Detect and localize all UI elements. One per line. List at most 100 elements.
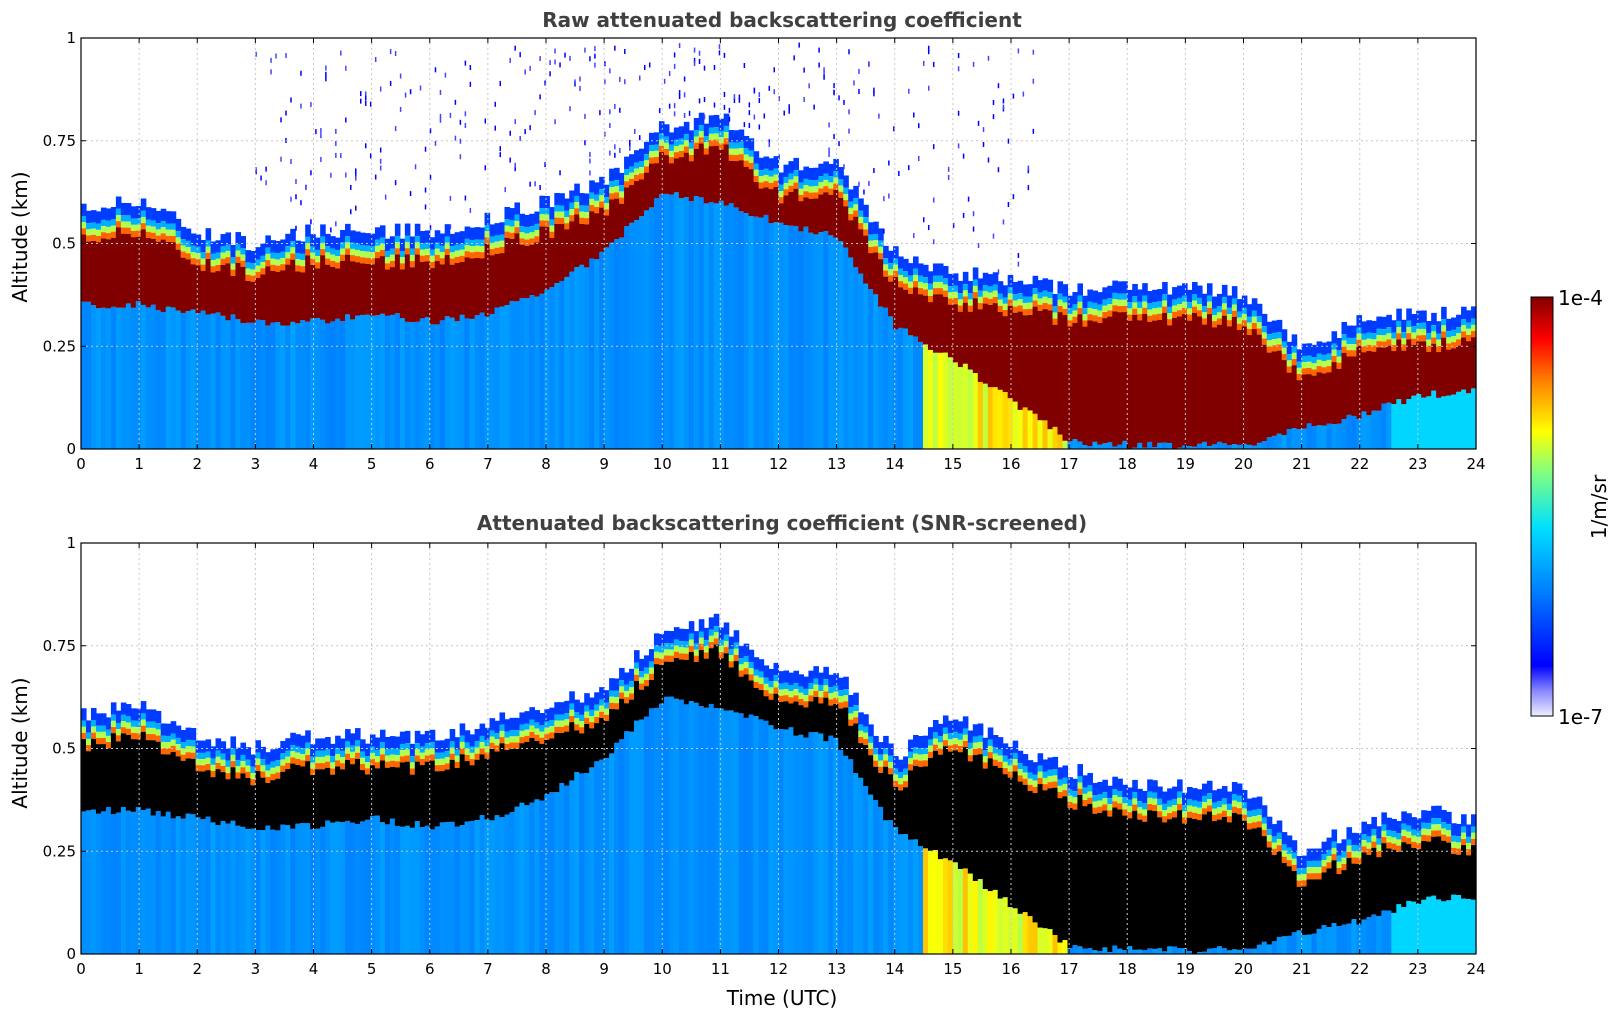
layer-band <box>240 260 247 267</box>
layer-band <box>698 619 705 632</box>
layer-band <box>290 732 296 746</box>
layer-band <box>414 223 421 237</box>
noise-speck <box>494 101 497 107</box>
aerosol-column <box>778 729 785 954</box>
layer-band <box>688 621 695 634</box>
layer-core <box>419 765 426 828</box>
layer-band <box>1142 307 1148 314</box>
layer-band <box>1007 746 1014 760</box>
layer-band <box>1197 285 1203 298</box>
layer-band <box>285 738 291 751</box>
aerosol-column <box>927 349 934 449</box>
layer-band <box>1142 815 1148 822</box>
aerosol-column <box>160 311 167 449</box>
layer-band <box>1152 302 1158 309</box>
layer-band <box>539 208 545 215</box>
noise-speck <box>768 139 771 145</box>
layer-band <box>1216 312 1223 319</box>
layer-band <box>1276 344 1283 351</box>
layer-band <box>355 249 361 257</box>
layer-band <box>165 742 172 749</box>
aerosol-column <box>634 720 640 954</box>
noise-speck <box>619 76 621 82</box>
layer-band <box>913 256 919 269</box>
layer-band <box>768 681 775 688</box>
layer-band <box>848 207 854 215</box>
layer-band <box>1336 855 1343 862</box>
aerosol-column <box>315 828 321 954</box>
noise-speck <box>858 89 860 95</box>
aerosol-column <box>285 325 291 449</box>
aerosol-column <box>449 821 456 954</box>
noise-speck <box>853 80 855 86</box>
layer-core <box>1446 349 1452 396</box>
layer-band <box>1152 289 1158 303</box>
x-tick-label: 23 <box>1408 455 1427 473</box>
layer-core <box>335 268 341 319</box>
layer-band <box>389 736 396 749</box>
layer-core <box>683 152 690 198</box>
layer-band <box>1356 845 1363 852</box>
layer-band <box>235 772 242 779</box>
layer-core <box>723 144 730 206</box>
layer-band <box>1366 332 1372 339</box>
layer-band <box>1221 309 1228 316</box>
aerosol-column <box>1187 951 1193 954</box>
layer-band <box>399 731 406 745</box>
layer-core <box>514 748 521 807</box>
aerosol-column <box>1092 441 1098 449</box>
layer-band <box>524 723 530 730</box>
noise-speck <box>619 147 621 153</box>
aerosol-column <box>1087 446 1093 449</box>
x-tick-label: 0 <box>76 455 86 473</box>
layer-band <box>1461 814 1467 827</box>
layer-band <box>509 226 516 233</box>
layer-band <box>619 185 625 192</box>
layer-band <box>81 708 87 721</box>
aerosol-column <box>1261 441 1268 449</box>
layer-band <box>803 191 809 198</box>
aerosol-column <box>275 322 281 449</box>
layer-band <box>788 684 795 692</box>
noise-speck <box>624 49 626 55</box>
layer-band <box>1236 311 1243 318</box>
layer-core <box>1157 817 1163 949</box>
layer-band <box>977 723 984 736</box>
layer-band <box>1127 799 1133 806</box>
aerosol-column <box>723 710 730 954</box>
layer-core <box>474 257 481 316</box>
layer-core <box>81 739 87 812</box>
layer-band <box>1256 316 1263 323</box>
layer-band <box>439 764 446 772</box>
layer-band <box>1366 824 1372 837</box>
aerosol-column <box>1426 396 1432 449</box>
noise-speck <box>843 99 845 105</box>
aerosol-column <box>1127 946 1133 954</box>
layer-band <box>937 723 944 737</box>
y-tick-label: 1 <box>66 29 76 47</box>
layer-band <box>469 227 476 240</box>
layer-band <box>589 192 595 199</box>
layer-band <box>1107 798 1113 805</box>
aerosol-column <box>878 806 884 954</box>
layer-band <box>579 702 585 715</box>
aerosol-column <box>614 742 620 954</box>
layer-core <box>1147 810 1153 949</box>
noise-speck <box>594 62 596 68</box>
layer-core <box>1187 817 1193 952</box>
layer-band <box>340 248 346 255</box>
layer-band <box>399 756 406 763</box>
layer-core <box>1271 854 1278 942</box>
layer-band <box>868 742 874 750</box>
aerosol-column <box>753 216 760 449</box>
layer-band <box>379 249 386 257</box>
layer-band <box>1341 321 1348 335</box>
aerosol-column <box>1157 948 1163 954</box>
layer-band <box>115 215 122 222</box>
layer-band <box>648 649 655 662</box>
layer-band <box>1077 308 1084 315</box>
layer-band <box>743 643 750 656</box>
layer-band <box>753 657 760 670</box>
layer-band <box>1172 299 1178 306</box>
aerosol-column <box>713 708 720 954</box>
